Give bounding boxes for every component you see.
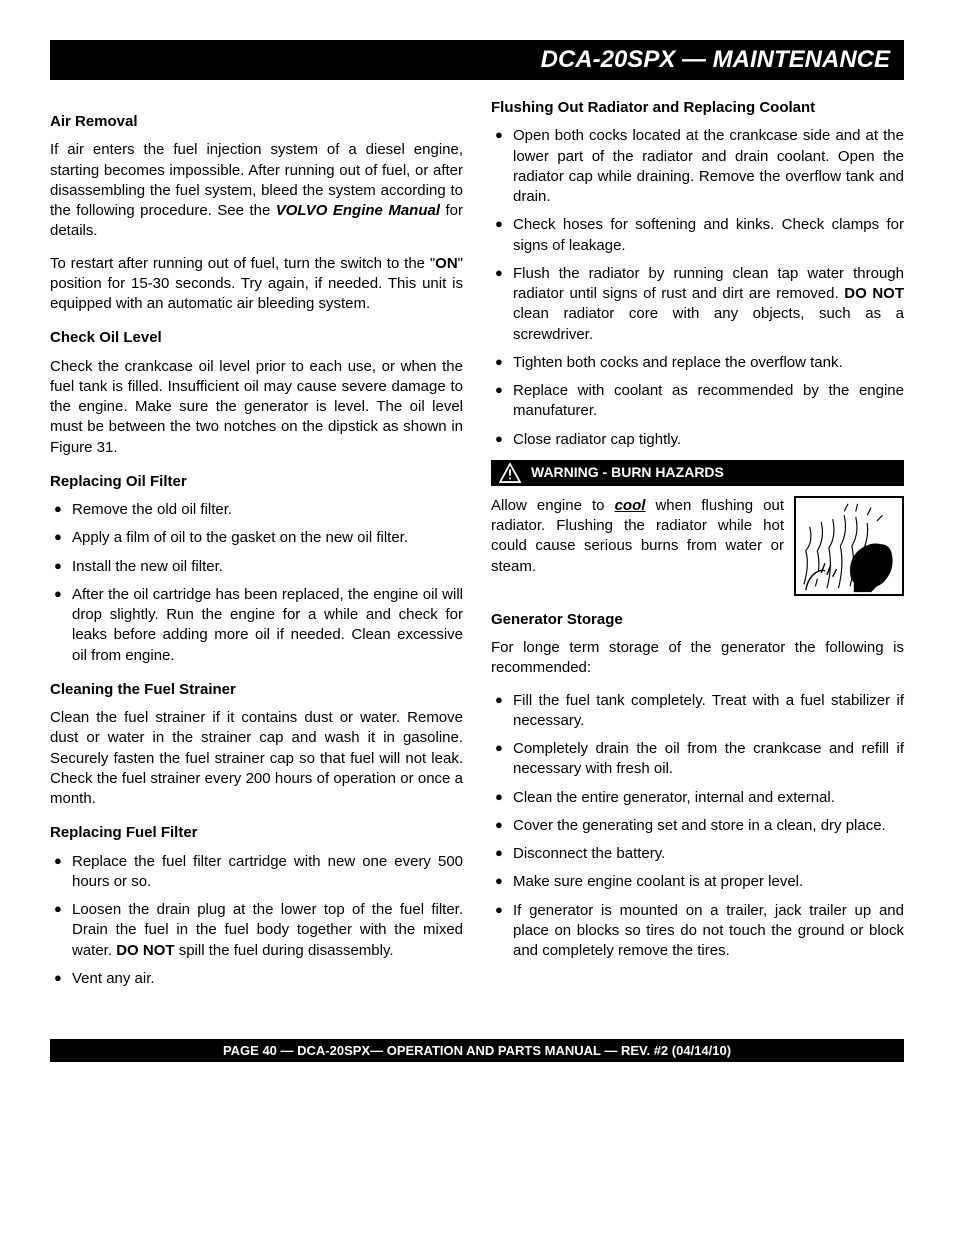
para-storage: For longe term storage of the generator … bbox=[491, 638, 904, 679]
ref-volvo-manual: VOLVO Engine Manual bbox=[276, 202, 440, 219]
list-item: Remove the old oil filter. bbox=[50, 500, 463, 520]
list-item: Close radiator cap tightly. bbox=[491, 430, 904, 450]
heading-replace-oil-filter: Replacing Oil Filter bbox=[50, 472, 463, 492]
list-item: Replace with coolant as recommended by t… bbox=[491, 381, 904, 422]
list-item: If generator is mounted on a trailer, ja… bbox=[491, 901, 904, 962]
list-item: Cover the generating set and store in a … bbox=[491, 816, 904, 836]
list-item: Tighten both cocks and replace the overf… bbox=[491, 353, 904, 373]
text: spill the fuel during disassembly. bbox=[175, 942, 394, 959]
label-donot: DO NOT bbox=[844, 285, 904, 302]
para-air-removal-1: If air enters the fuel injection system … bbox=[50, 140, 463, 241]
list-item: After the oil cartridge has been replace… bbox=[50, 585, 463, 666]
content-columns: Air Removal If air enters the fuel injec… bbox=[50, 98, 904, 999]
text: Allow engine to bbox=[491, 497, 615, 514]
heading-air-removal: Air Removal bbox=[50, 112, 463, 132]
heading-check-oil: Check Oil Level bbox=[50, 328, 463, 348]
list-item: Vent any air. bbox=[50, 969, 463, 989]
list-item: Replace the fuel filter cartridge with n… bbox=[50, 852, 463, 893]
text: clean radiator core with any objects, su… bbox=[513, 305, 904, 342]
list-storage: Fill the fuel tank completely. Treat wit… bbox=[491, 691, 904, 962]
list-item: Flush the radiator by running clean tap … bbox=[491, 264, 904, 345]
warning-bar: WARNING - BURN HAZARDS bbox=[491, 460, 904, 486]
heading-replace-fuel-filter: Replacing Fuel Filter bbox=[50, 823, 463, 843]
label-cool: cool bbox=[615, 497, 646, 514]
list-item: Completely drain the oil from the crankc… bbox=[491, 739, 904, 780]
label-on: ON bbox=[435, 255, 458, 272]
right-column: Flushing Out Radiator and Replacing Cool… bbox=[491, 98, 904, 999]
list-item: Clean the entire generator, internal and… bbox=[491, 788, 904, 808]
para-clean-strainer: Clean the fuel strainer if it contains d… bbox=[50, 708, 463, 809]
list-item: Fill the fuel tank completely. Treat wit… bbox=[491, 691, 904, 732]
warning-triangle-icon bbox=[499, 463, 521, 483]
warning-text: Allow engine to cool when flushing out r… bbox=[491, 496, 784, 577]
heading-generator-storage: Generator Storage bbox=[491, 610, 904, 630]
heading-clean-strainer: Cleaning the Fuel Strainer bbox=[50, 680, 463, 700]
list-item: Loosen the drain plug at the lower top o… bbox=[50, 900, 463, 961]
heading-flush-radiator: Flushing Out Radiator and Replacing Cool… bbox=[491, 98, 904, 118]
list-item: Make sure engine coolant is at proper le… bbox=[491, 872, 904, 892]
list-item: Disconnect the battery. bbox=[491, 844, 904, 864]
warning-title: WARNING - BURN HAZARDS bbox=[531, 463, 724, 482]
list-item: Open both cocks located at the crankcase… bbox=[491, 126, 904, 207]
list-replace-fuel-filter: Replace the fuel filter cartridge with n… bbox=[50, 852, 463, 990]
list-flush-radiator: Open both cocks located at the crankcase… bbox=[491, 126, 904, 450]
para-air-removal-2: To restart after running out of fuel, tu… bbox=[50, 254, 463, 315]
page-title-bar: DCA-20SPX — MAINTENANCE bbox=[50, 40, 904, 80]
list-replace-oil-filter: Remove the old oil filter. Apply a film … bbox=[50, 500, 463, 666]
page-footer: PAGE 40 — DCA-20SPX— OPERATION AND PARTS… bbox=[50, 1039, 904, 1062]
list-item: Install the new oil filter. bbox=[50, 557, 463, 577]
left-column: Air Removal If air enters the fuel injec… bbox=[50, 98, 463, 999]
text: To restart after running out of fuel, tu… bbox=[50, 255, 435, 272]
warning-body: Allow engine to cool when flushing out r… bbox=[491, 496, 904, 596]
list-item: Apply a film of oil to the gasket on the… bbox=[50, 528, 463, 548]
para-check-oil: Check the crankcase oil level prior to e… bbox=[50, 357, 463, 458]
label-donot: DO NOT bbox=[116, 942, 174, 959]
list-item: Check hoses for softening and kinks. Che… bbox=[491, 215, 904, 256]
burn-hazard-illustration bbox=[794, 496, 904, 596]
